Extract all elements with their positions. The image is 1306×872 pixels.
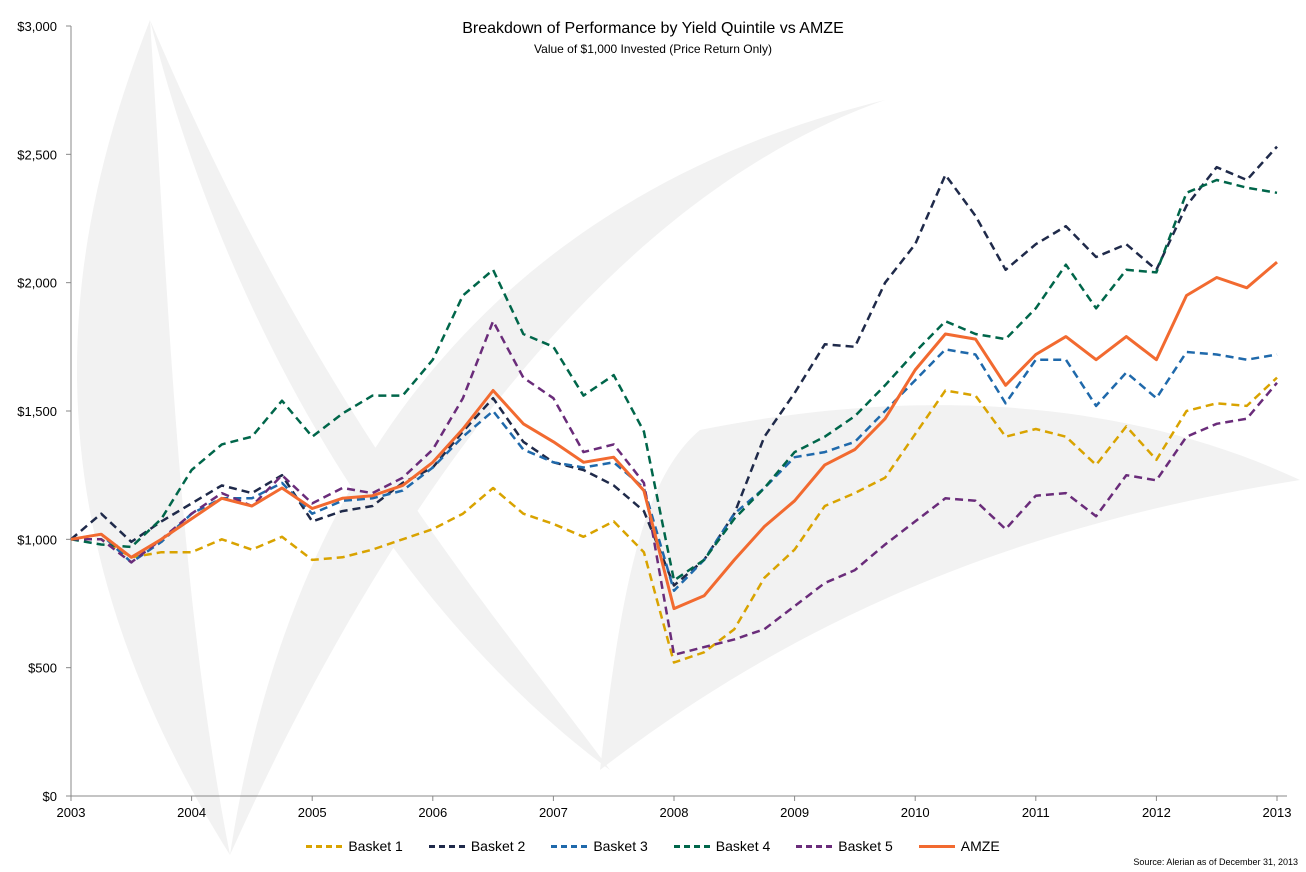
legend-label: Basket 1 bbox=[348, 838, 403, 854]
source-note: Source: Alerian as of December 31, 2013 bbox=[1133, 857, 1298, 867]
y-tick-label: $1,000 bbox=[17, 532, 57, 547]
y-tick-label: $2,500 bbox=[17, 147, 57, 162]
series-line-basket-5 bbox=[71, 319, 1278, 657]
legend-swatch bbox=[673, 844, 710, 848]
x-tick-label: 2007 bbox=[539, 805, 568, 820]
legend-swatch bbox=[918, 844, 955, 848]
legend-swatch bbox=[428, 844, 465, 848]
series-line-amze bbox=[70, 260, 1278, 611]
legend-label: Basket 2 bbox=[470, 838, 526, 854]
x-tick-label: 2005 bbox=[298, 805, 327, 820]
legend-item-basket-2: Basket 2 bbox=[428, 838, 526, 854]
legend-swatch bbox=[306, 844, 343, 848]
y-tick-label: $3,000 bbox=[17, 19, 57, 34]
x-tick-label: 2009 bbox=[780, 805, 809, 820]
x-tick-label: 2013 bbox=[1263, 805, 1292, 820]
legend-item-amze: AMZE bbox=[918, 838, 1000, 854]
y-tick-label: $2,000 bbox=[17, 276, 57, 291]
x-tick-label: 2004 bbox=[177, 805, 206, 820]
legend-item-basket-5: Basket 5 bbox=[796, 838, 893, 854]
chart-subtitle: Value of $1,000 Invested (Price Return O… bbox=[534, 42, 772, 56]
series-line-basket-2 bbox=[70, 145, 1278, 587]
series-group bbox=[70, 145, 1278, 664]
legend-item-basket-3: Basket 3 bbox=[551, 838, 648, 854]
y-tick-label: $500 bbox=[28, 661, 57, 676]
x-tick-label: 2008 bbox=[660, 805, 689, 820]
x-tick-label: 2010 bbox=[901, 805, 930, 820]
legend-item-basket-1: Basket 1 bbox=[306, 838, 403, 854]
x-tick-label: 2011 bbox=[1022, 805, 1050, 820]
y-tick-label: $1,500 bbox=[17, 404, 57, 419]
series-line-basket-3 bbox=[70, 348, 1278, 592]
legend-item-basket-4: Basket 4 bbox=[673, 838, 771, 854]
legend-label: Basket 4 bbox=[715, 838, 771, 854]
watermark bbox=[76, 20, 1300, 855]
chart-title: Breakdown of Performance by Yield Quinti… bbox=[462, 20, 844, 37]
legend-swatch bbox=[796, 844, 833, 848]
y-tick-label: $0 bbox=[43, 789, 57, 804]
legend-label: Basket 5 bbox=[838, 838, 893, 854]
x-tick-label: 2003 bbox=[57, 805, 86, 820]
series-line-basket-1 bbox=[71, 376, 1278, 664]
legend-label: Basket 3 bbox=[593, 838, 648, 854]
legend: Basket 1 Basket 2 Basket 3 Basket 4 Bask… bbox=[0, 838, 1306, 854]
axes: $0 $500 $1,000 $1,500 $2,000 $2,500 $3,000 2003… bbox=[17, 19, 1291, 820]
x-tick-label: 2012 bbox=[1142, 805, 1171, 820]
legend-swatch bbox=[551, 844, 588, 848]
legend-label: AMZE bbox=[960, 838, 1000, 854]
series-line-basket-4 bbox=[70, 178, 1278, 582]
x-tick-label: 2006 bbox=[418, 805, 447, 820]
